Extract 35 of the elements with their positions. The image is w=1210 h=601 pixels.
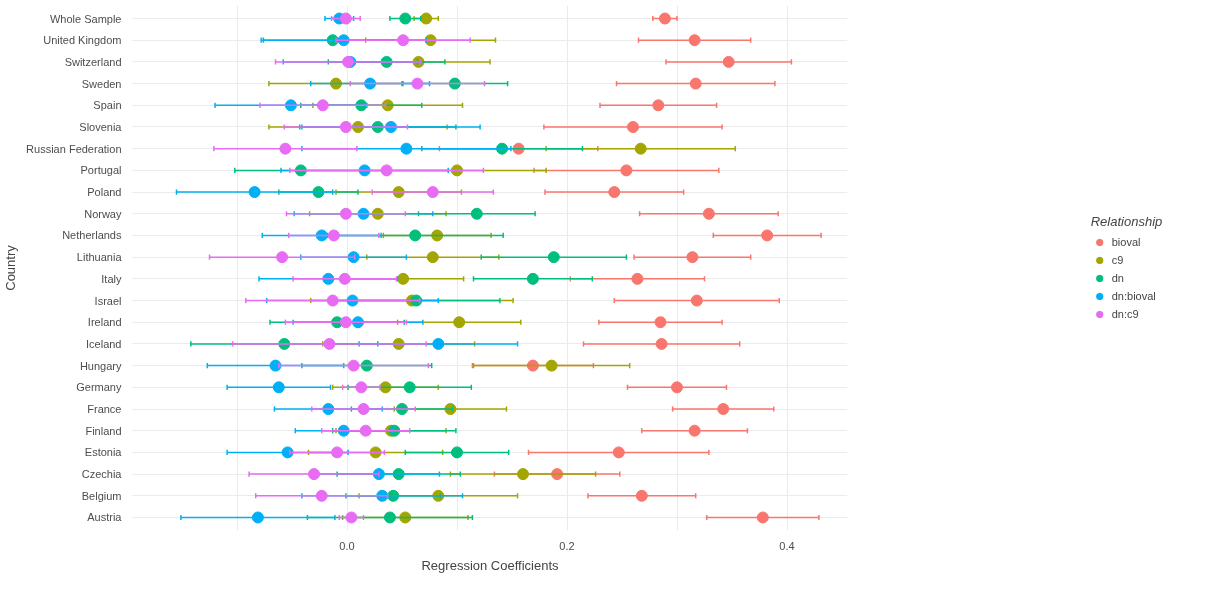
legend-label: dn:c9 [1111,307,1140,320]
legend-label: c9 [1111,253,1125,266]
y-tick-label: United Kingdom [43,34,122,47]
x-axis-title: Regression Coefficients [421,557,560,573]
y-tick-label: Finland [85,424,122,437]
y-tick-label: Belgium [81,489,122,502]
y-tick-label: Italy [101,272,122,285]
y-tick-label: Estonia [84,446,123,459]
x-tick-label: 0.4 [779,539,795,552]
y-tick-label: Austria [87,511,123,524]
y-tick-label: Israel [94,294,122,307]
y-tick-label: Iceland [86,337,122,350]
y-tick-label: Poland [87,186,122,199]
y-axis-title: Country [3,244,19,291]
y-tick-label: Netherlands [62,229,122,242]
y-tick-label: Switzerland [64,55,122,68]
y-tick-label: Whole Sample [49,12,122,25]
y-tick-label: Russian Federation [26,142,122,155]
y-tick-label: Portugal [80,164,122,177]
y-tick-label: Norway [84,207,122,220]
y-tick-label: Czechia [81,468,123,481]
y-tick-label: Lithuania [76,251,123,264]
legend-label: dn [1111,271,1125,284]
legend-label: dn:bioval [1111,289,1156,302]
y-tick-label: Germany [76,381,122,394]
y-tick-label: Slovenia [79,120,123,133]
y-tick-label: Sweden [81,77,122,90]
legend-title: Relationship [1090,213,1163,229]
y-tick-label: France [87,403,122,416]
x-tick-label: 0.2 [559,539,575,552]
x-tick-label: 0.0 [339,539,355,552]
y-tick-label: Hungary [79,359,122,372]
y-tick-label: Spain [93,99,122,112]
y-tick-label: Ireland [87,316,122,329]
legend-label: bioval [1111,235,1142,248]
